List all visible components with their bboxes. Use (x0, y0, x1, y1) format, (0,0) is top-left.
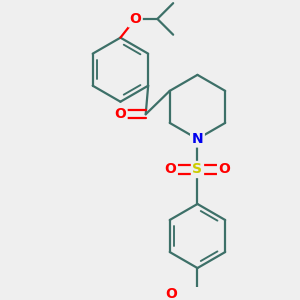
Text: N: N (192, 132, 203, 146)
Text: O: O (114, 107, 126, 121)
Text: O: O (219, 163, 230, 176)
Text: O: O (164, 163, 176, 176)
Text: O: O (165, 287, 177, 300)
Text: S: S (193, 163, 202, 176)
Text: O: O (129, 12, 141, 26)
